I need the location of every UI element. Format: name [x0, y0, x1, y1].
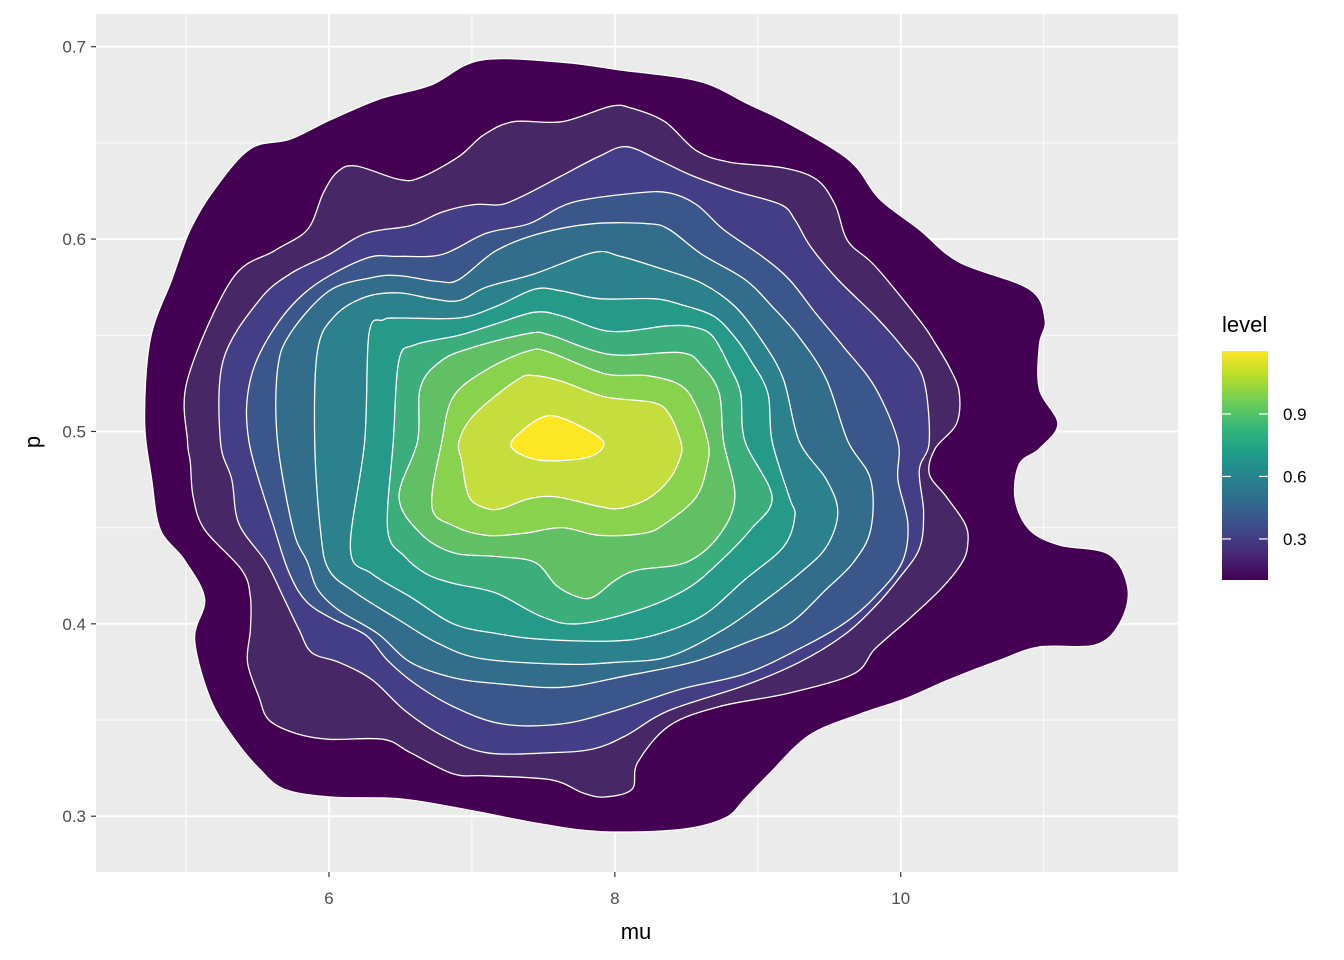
x-axis: 6 8 10 — [324, 872, 910, 908]
y-tick-label: 0.5 — [62, 422, 86, 441]
y-axis-title: p — [20, 436, 45, 448]
y-tick-label: 0.4 — [62, 615, 86, 634]
y-tick-label: 0.7 — [62, 38, 86, 57]
legend-title: level — [1222, 312, 1267, 337]
legend-tick-label: 0.6 — [1283, 467, 1307, 486]
y-axis: 0.3 0.4 0.5 0.6 0.7 — [62, 38, 96, 826]
contour-band-level-1-2 — [510, 414, 605, 462]
x-tick-label: 8 — [610, 889, 619, 908]
y-tick-label: 0.6 — [62, 230, 86, 249]
legend-tick-label: 0.9 — [1283, 405, 1307, 424]
legend: level 0.3 0.6 0.9 — [1222, 312, 1307, 580]
legend-ticks: 0.3 0.6 0.9 — [1222, 405, 1307, 549]
legend-colorbar — [1222, 351, 1268, 580]
y-tick-label: 0.3 — [62, 807, 86, 826]
x-tick-label: 10 — [891, 889, 910, 908]
contour-bands — [143, 57, 1129, 833]
x-tick-label: 6 — [324, 889, 333, 908]
x-axis-title: mu — [621, 919, 652, 944]
legend-tick-label: 0.3 — [1283, 530, 1307, 549]
